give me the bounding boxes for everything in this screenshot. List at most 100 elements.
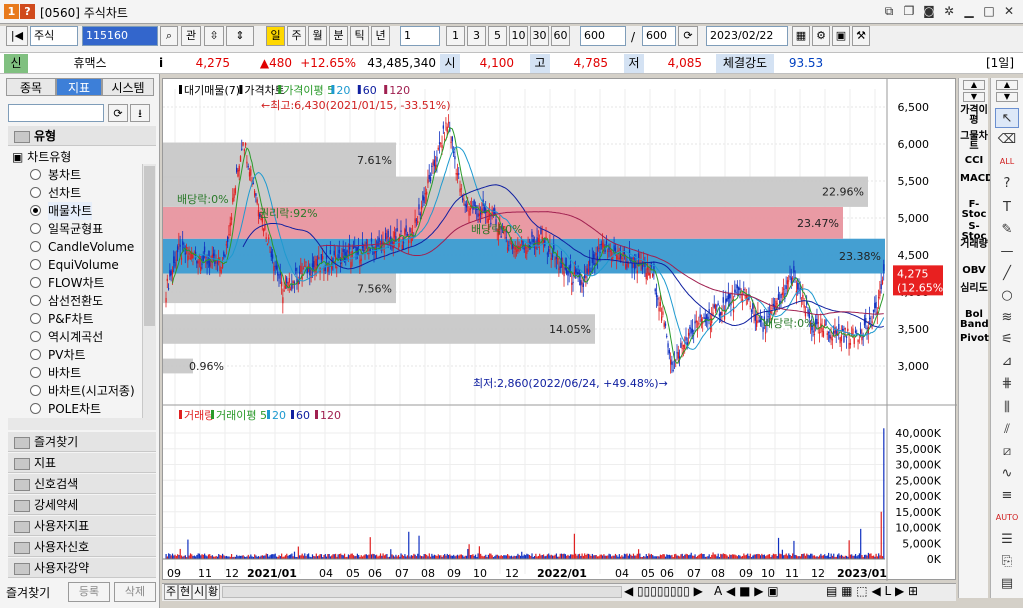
chart-type-item[interactable]: 일목균형표 xyxy=(48,222,104,236)
download-icon[interactable]: ⭳ xyxy=(130,104,150,122)
question-icon[interactable]: ? xyxy=(1003,176,1011,191)
app-icon[interactable]: 1 xyxy=(4,4,19,19)
zigzag-icon[interactable]: ≋ xyxy=(1001,310,1013,325)
register-button[interactable]: 등록 xyxy=(68,582,110,602)
indicator-search-input[interactable] xyxy=(8,104,104,122)
radio-12[interactable] xyxy=(30,385,41,396)
updown-icon[interactable]: ⇕ xyxy=(226,26,254,46)
indicator-6[interactable]: 거래량 xyxy=(960,239,988,250)
chart-type-item[interactable]: FLOW차트 xyxy=(48,276,105,290)
count-input[interactable]: 600 xyxy=(580,26,626,46)
chart-type-item[interactable]: 선차트 xyxy=(48,186,82,200)
indicator-0[interactable]: 가격이평 xyxy=(960,105,988,126)
indicator-8[interactable]: 심리도 xyxy=(960,283,988,294)
quick-num-5[interactable]: 60 xyxy=(551,26,570,46)
radio-1[interactable] xyxy=(30,187,41,198)
chart-type-item[interactable]: PV차트 xyxy=(48,348,86,362)
period-1[interactable]: 주 xyxy=(287,26,306,46)
folder-2[interactable]: 신호검색 xyxy=(8,474,156,494)
watch-button[interactable]: 관 xyxy=(181,26,201,46)
quick-num-0[interactable]: 1 xyxy=(446,26,465,46)
fan-icon[interactable]: ⊿ xyxy=(1001,354,1013,369)
export-buttons[interactable]: ▤ ▦ ⬚ ◀ L ▶ ⊞ xyxy=(826,584,919,598)
folder-5[interactable]: 사용자신호 xyxy=(8,537,156,557)
chart-area[interactable]: 0.96% 14.05% 7.56% 23.38% 23.47% 22.96% 7.61% 대… xyxy=(162,78,957,581)
period-4[interactable]: 틱 xyxy=(350,26,369,46)
chart-type-item[interactable]: CandleVolume xyxy=(48,240,135,254)
fibonacci-icon[interactable]: ⋕ xyxy=(1001,376,1013,391)
radio-8[interactable] xyxy=(30,313,41,324)
strip-up-icon[interactable]: ▲ xyxy=(963,80,985,90)
page-icon[interactable]: ▤ xyxy=(1000,576,1014,591)
gann-icon[interactable]: ⚟ xyxy=(1001,332,1013,347)
auto-icon[interactable]: AUTO xyxy=(995,513,1019,522)
refresh-icon[interactable]: ⟳ xyxy=(108,104,128,122)
delete-all-icon[interactable]: ALL xyxy=(999,157,1015,166)
radio-7[interactable] xyxy=(30,295,41,306)
period-0[interactable]: 일 xyxy=(266,26,285,46)
zoom-controls[interactable]: ◀ ▯▯▯▯▯▯▯▯ ▶ xyxy=(624,584,703,598)
quick-num-2[interactable]: 5 xyxy=(488,26,507,46)
period-3[interactable]: 분 xyxy=(329,26,348,46)
bottom-btn-market[interactable]: 시 xyxy=(192,584,206,600)
search-icon[interactable]: ⌕ xyxy=(160,26,178,46)
indicator-4[interactable]: F-Stoc xyxy=(961,199,987,220)
folder-0[interactable]: 즐겨찾기 xyxy=(8,432,156,452)
cycle-icon[interactable]: ⫼ xyxy=(1004,400,1010,415)
quick-num-3[interactable]: 10 xyxy=(509,26,528,46)
date-input[interactable]: 2023/02/22 xyxy=(706,26,788,46)
grid-icon[interactable]: ▦ xyxy=(792,26,810,46)
indicator-9[interactable]: Bol Band xyxy=(960,309,989,330)
quick-num-4[interactable]: 30 xyxy=(530,26,549,46)
chart-type-item[interactable]: 바차트 xyxy=(48,366,82,380)
bottom-btn-status[interactable]: 황 xyxy=(206,584,220,600)
chart-scrollbar[interactable] xyxy=(222,586,622,598)
camera-icon[interactable]: ◙ xyxy=(923,4,935,18)
folder-6[interactable]: 사용자강약 xyxy=(8,558,156,578)
trendline-icon[interactable]: ╱ xyxy=(1003,266,1011,281)
chart-type-item[interactable]: 삼선전환도 xyxy=(48,294,104,308)
delete-button[interactable]: 삭제 xyxy=(114,582,156,602)
eraser-icon[interactable]: ⌫ xyxy=(997,132,1017,147)
quick-num-1[interactable]: 3 xyxy=(467,26,486,46)
folder-1[interactable]: 지표 xyxy=(8,453,156,473)
indicator-5[interactable]: S-Stoc xyxy=(961,221,987,242)
tree-scrollbar[interactable] xyxy=(142,164,156,424)
circle-icon[interactable]: ○ xyxy=(1001,288,1013,303)
scrollbar-thumb[interactable] xyxy=(144,166,155,326)
favorites-button[interactable]: 즐겨찾기 xyxy=(6,586,51,600)
radio-13[interactable] xyxy=(30,403,41,414)
help-icon[interactable]: ? xyxy=(20,4,35,19)
chart-type-item[interactable]: POLE차트 xyxy=(48,402,102,416)
tab-indicator[interactable]: 지표 xyxy=(56,78,102,96)
list-icon[interactable]: ☰ xyxy=(1001,532,1013,547)
link-icon[interactable]: ⧉ xyxy=(884,4,894,18)
hline-icon[interactable]: — xyxy=(1000,244,1014,259)
code-input[interactable]: 115160 xyxy=(82,26,158,46)
tab-stock[interactable]: 종목 xyxy=(6,78,56,96)
radio-11[interactable] xyxy=(30,367,41,378)
filter-icon[interactable]: ⇳ xyxy=(204,26,224,46)
radio-9[interactable] xyxy=(30,331,41,342)
chart-type-item[interactable]: 봉차트 xyxy=(48,168,82,182)
radio-2[interactable] xyxy=(30,205,41,216)
minimize-icon[interactable]: ▁ xyxy=(964,4,974,18)
period-5[interactable]: 년 xyxy=(371,26,390,46)
parallel-icon[interactable]: ⧄ xyxy=(1002,444,1012,459)
chart-type-item[interactable]: P&F차트 xyxy=(48,312,94,326)
section-type[interactable]: 유형 xyxy=(8,126,156,146)
price-chart-svg[interactable]: 0.96% 14.05% 7.56% 23.38% 23.47% 22.96% 7.61% 대… xyxy=(163,79,957,581)
radio-5[interactable] xyxy=(30,259,41,270)
radio-6[interactable] xyxy=(30,277,41,288)
chart-type-item[interactable]: 바차트(시고저종) xyxy=(48,384,135,398)
gear-icon[interactable]: ✲ xyxy=(943,4,955,18)
indicator-1[interactable]: 그물차트 xyxy=(960,131,988,152)
indicator-7[interactable]: OBV xyxy=(962,265,986,276)
period-2[interactable]: 월 xyxy=(308,26,327,46)
radio-3[interactable] xyxy=(30,223,41,234)
close-icon[interactable]: ✕ xyxy=(1003,4,1015,18)
indicator-2[interactable]: CCI xyxy=(964,155,984,166)
cursor-icon[interactable]: ↖ xyxy=(995,108,1019,128)
strip-down-icon[interactable]: ▼ xyxy=(963,92,985,102)
radio-10[interactable] xyxy=(30,349,41,360)
